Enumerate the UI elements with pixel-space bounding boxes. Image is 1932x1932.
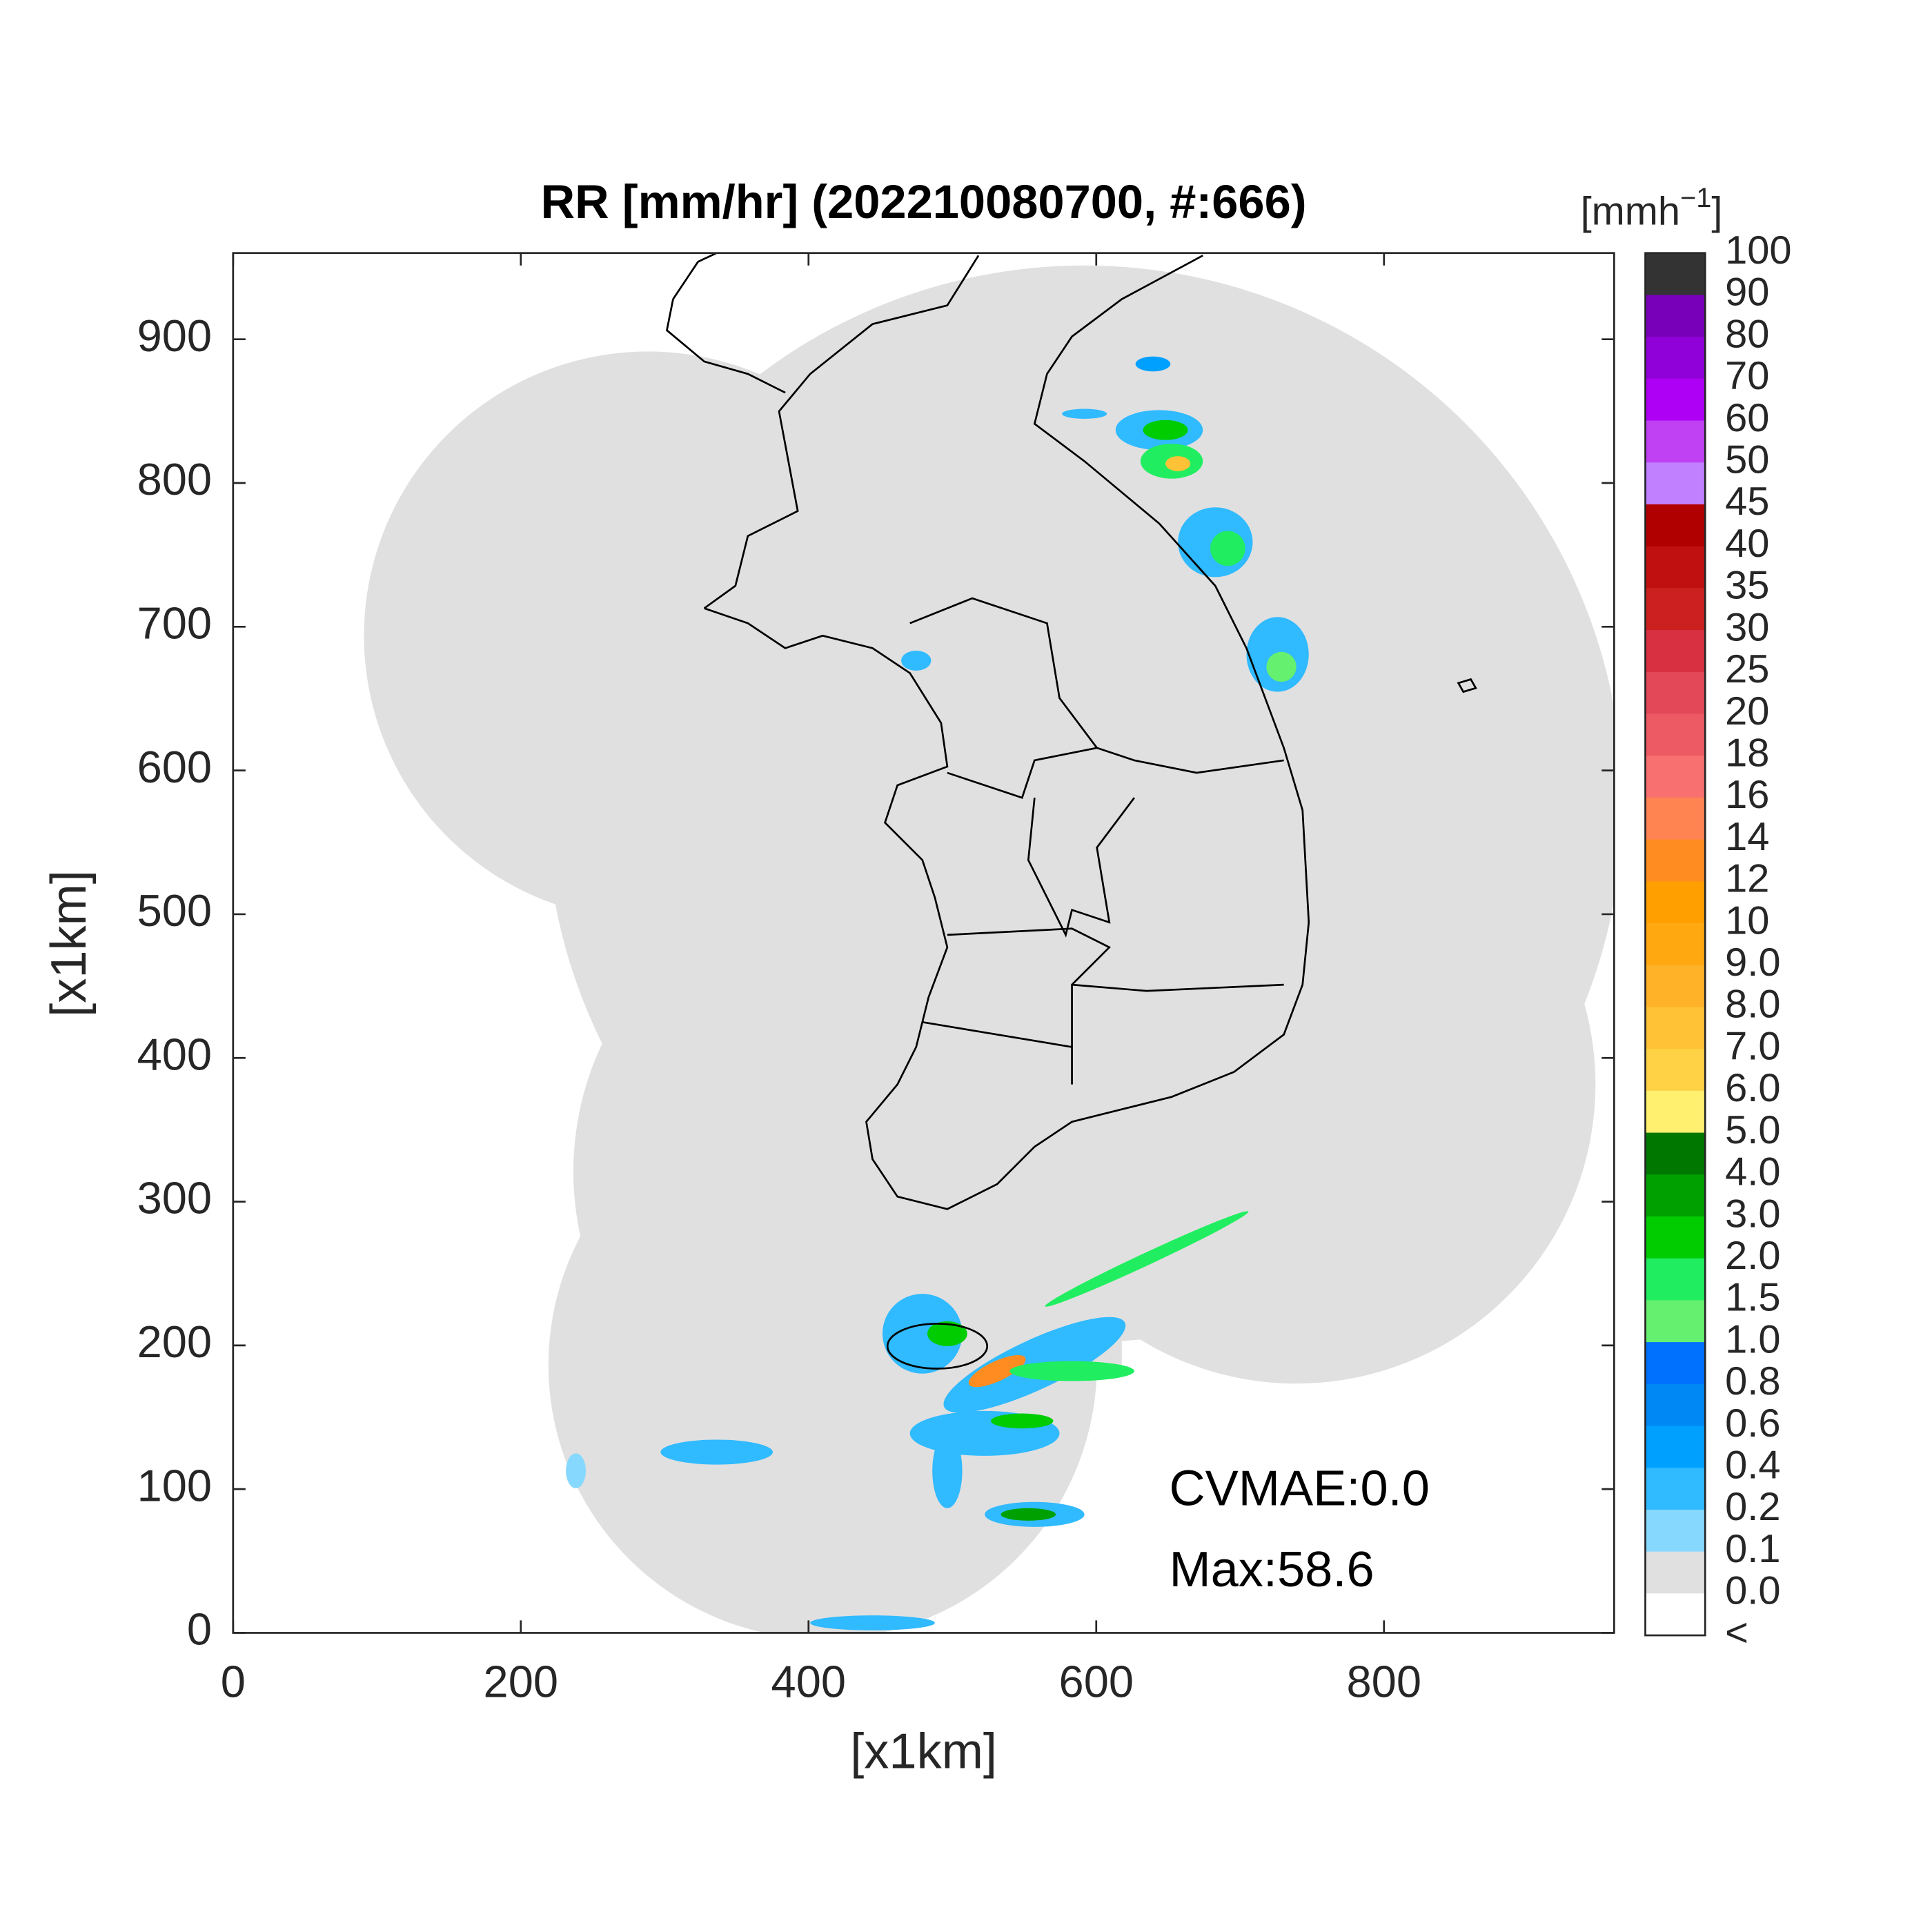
colorbar-label: 7.0 [1725,1024,1780,1068]
colorbar-segment [1645,881,1706,924]
colorbar-segment [1645,420,1706,464]
colorbar-label: 3.0 [1725,1192,1780,1236]
colorbar-segment [1645,1342,1706,1385]
colorbar-label: 90 [1725,270,1769,315]
colorbar-label: 35 [1725,564,1769,608]
colorbar-label: 80 [1725,312,1769,356]
colorbar-unit-base: [mmh [1581,190,1681,234]
colorbar-segment [1645,1509,1706,1552]
y-tick-label: 800 [137,454,212,504]
rain-echoes [566,356,1309,1630]
annotation: Max:58.6 [1169,1542,1374,1597]
colorbar-label: 0.1 [1725,1527,1780,1571]
y-tick-label: 200 [137,1317,212,1367]
x-tick-label: 0 [221,1656,246,1706]
colorbar-segment [1645,253,1706,296]
axes-box [232,252,1615,1634]
colorbar-segment [1645,1468,1706,1510]
colorbar-label: 25 [1725,647,1769,691]
colorbar-segment [1645,630,1706,673]
colorbar-segment [1645,546,1706,589]
colorbar-label: 2.0 [1725,1234,1780,1278]
colorbar-unit: [mmh−1] [1581,183,1723,234]
colorbar-segment [1645,1383,1706,1427]
colorbar-segment [1645,295,1706,338]
colorbar-segment [1645,462,1706,505]
colorbar-label: 5.0 [1725,1108,1780,1152]
colorbar-segment [1645,1049,1706,1092]
colorbar-segment [1645,1258,1706,1301]
colorbar-segment [1645,1216,1706,1259]
colorbar-label: 1.5 [1725,1276,1780,1320]
colorbar-label: 0.6 [1725,1401,1780,1446]
colorbar-segment [1645,1300,1706,1343]
colorbar-label: 18 [1725,731,1769,775]
colorbar-segment [1645,839,1706,883]
radar-map [364,253,1615,1633]
colorbar-label: 10 [1725,898,1769,943]
colorbar-segment [1645,671,1706,715]
x-tick-label: 400 [771,1656,846,1706]
colorbar-segment [1645,1090,1706,1134]
y-tick-label: 400 [137,1029,212,1079]
colorbar-segment [1645,713,1706,757]
colorbar-label: 60 [1725,396,1769,440]
colorbar-label: 20 [1725,689,1769,733]
colorbar-segment [1645,337,1706,379]
y-tick-label: 900 [137,310,212,361]
colorbar-label: 14 [1725,815,1769,859]
colorbar-unit-close: ] [1711,190,1722,234]
colorbar-label: 8.0 [1725,983,1780,1027]
colorbar-label: 16 [1725,773,1769,817]
y-tick-label: 500 [137,885,212,936]
colorbar-segment [1645,756,1706,798]
colorbar-label: 100 [1725,228,1791,273]
colorbar-segment [1645,378,1706,422]
y-axis-label: [x1km] [41,870,97,1017]
y-tick-label: 300 [137,1173,212,1223]
colorbar-segment [1645,1132,1706,1176]
colorbar-segment [1645,1174,1706,1217]
colorbar-segment [1645,588,1706,631]
colorbar-frame [1644,252,1706,1637]
annotation: CVMAE:0.0 [1169,1461,1429,1516]
colorbar-label: 0.2 [1725,1485,1780,1529]
colorbar-label: 12 [1725,857,1769,901]
coastline [665,253,1477,1370]
colorbar-label: < [1725,1610,1748,1655]
colorbar-label: 0.4 [1725,1443,1780,1487]
colorbar-label: 1.0 [1725,1317,1780,1361]
colorbar-label: 6.0 [1725,1066,1780,1110]
y-tick-label: 600 [137,742,212,792]
colorbar-segment [1645,1426,1706,1469]
colorbar-label: 0.0 [1725,1569,1780,1613]
colorbar-segment [1645,1551,1706,1595]
chart-title: RR [mm/hr] (202210080700, #:666) [541,175,1307,228]
radar-coverage [364,266,1615,1633]
colorbar-label: 50 [1725,438,1769,482]
colorbar-label: 45 [1725,480,1769,524]
colorbar-label: 4.0 [1725,1150,1780,1194]
colorbar-segment [1645,504,1706,547]
colorbar-label: 9.0 [1725,940,1780,985]
colorbar-label: 30 [1725,605,1769,649]
colorbar-segment [1645,797,1706,840]
x-tick-label: 800 [1347,1656,1421,1706]
y-tick-label: 100 [137,1460,212,1510]
y-tick-label: 0 [187,1604,212,1655]
x-tick-label: 200 [484,1656,558,1706]
colorbar-label: 40 [1725,522,1769,566]
x-tick-label: 600 [1059,1656,1134,1706]
colorbar-segment [1645,965,1706,1008]
colorbar-label: 70 [1725,354,1769,398]
colorbar-segment [1645,923,1706,966]
colorbar-segment [1645,1593,1706,1636]
colorbar-unit-exponent: −1 [1680,183,1711,213]
colorbar-segment [1645,1007,1706,1050]
colorbar-label: 0.8 [1725,1359,1780,1403]
x-axis-label: [x1km] [850,1724,997,1780]
y-tick-label: 700 [137,598,212,648]
